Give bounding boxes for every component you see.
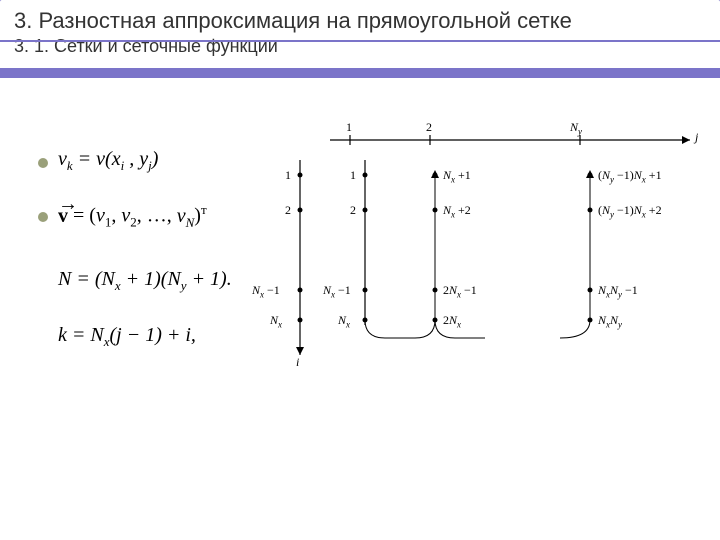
under-title-rule xyxy=(0,68,720,78)
c1-nm1: Nx −1 xyxy=(252,283,280,299)
c4-n: NxNy xyxy=(598,313,622,329)
c4-2: (Ny −1)Nx +2 xyxy=(598,203,662,219)
title: 3. Разностная аппроксимация на прямоугол… xyxy=(0,0,720,36)
eq-4: k = Nx(j − 1) + i, xyxy=(58,324,196,350)
top-tick-1: 1 xyxy=(346,120,352,135)
c3-2nm1: 2Nx −1 xyxy=(443,283,477,299)
c3-1: Nx +1 xyxy=(443,168,471,184)
diagram: 1 2 Ny j 1 2 Nx −1 Nx i 1 2 Nx −1 Nx Nx … xyxy=(270,120,710,400)
c3-2: Nx +2 xyxy=(443,203,471,219)
c4-nm1: NxNy −1 xyxy=(598,283,638,299)
c1-nx: Nx xyxy=(270,313,282,329)
c2-1: 1 xyxy=(350,168,356,183)
c4-1: (Ny −1)Nx +1 xyxy=(598,168,662,184)
c2-nm1: Nx −1 xyxy=(323,283,351,299)
c2-nx: Nx xyxy=(338,313,350,329)
bullet-2 xyxy=(38,212,48,222)
bullet-1 xyxy=(38,158,48,168)
top-tick-ny: Ny xyxy=(570,120,582,136)
content: vk = v(xi , yj) v→ = (v1, v2, …, vN)т N … xyxy=(0,90,720,540)
axis-i: i xyxy=(296,355,299,370)
c2-2: 2 xyxy=(350,203,356,218)
thin-rule xyxy=(0,40,720,42)
top-tick-2: 2 xyxy=(426,120,432,135)
c1-2: 2 xyxy=(285,203,291,218)
c3-2n: 2Nx xyxy=(443,313,461,329)
c1-1: 1 xyxy=(285,168,291,183)
eq-1: vk = v(xi , yj) xyxy=(58,148,158,174)
header: 3. Разностная аппроксимация на прямоугол… xyxy=(0,0,720,65)
axis-j: j xyxy=(695,130,698,145)
diagram-svg xyxy=(270,120,710,400)
eq-3: N = (Nx + 1)(Ny + 1). xyxy=(58,268,232,294)
eq-2: v→ = (v1, v2, …, vN)т xyxy=(58,202,207,231)
